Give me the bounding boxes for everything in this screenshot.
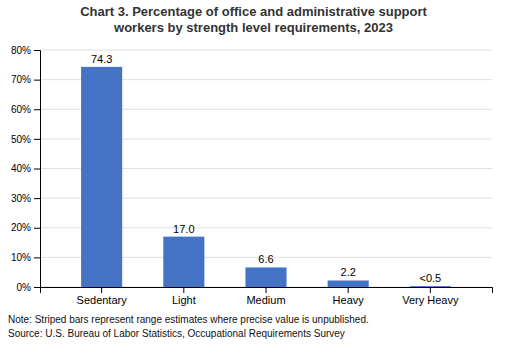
x-tick-label: Very Heavy xyxy=(402,294,459,306)
y-tick: 40% xyxy=(11,163,40,174)
annotation: Source: U.S. Bureau of Labor Statistics,… xyxy=(8,328,345,339)
x-tick-label: Light xyxy=(172,294,196,306)
data-label: 2.2 xyxy=(341,266,356,278)
x-tick: Light xyxy=(172,287,196,306)
y-tick-mark xyxy=(34,169,40,170)
y-tick-mark xyxy=(34,228,40,229)
y-tick-label: 0% xyxy=(17,282,32,293)
y-tick: 30% xyxy=(11,193,40,204)
annotations: Note: Striped bars represent range estim… xyxy=(8,314,369,339)
data-label: <0.5 xyxy=(420,272,442,284)
bar xyxy=(245,267,286,287)
y-axis: 0% 10% 20% 30% 40% 50% 60% 70% 80% xyxy=(11,45,41,293)
y-tick-label: 80% xyxy=(11,45,31,56)
y-tick-label: 30% xyxy=(11,193,31,204)
bar xyxy=(81,67,122,287)
x-axis-line xyxy=(41,288,493,294)
x-tick-label: Heavy xyxy=(333,294,365,306)
y-tick: 50% xyxy=(11,134,40,145)
x-tick: Heavy xyxy=(333,287,365,306)
y-tick-label: 50% xyxy=(11,134,31,145)
x-tick-label: Medium xyxy=(246,294,285,306)
title-line: workers by strength level requirements, … xyxy=(113,20,393,35)
data-label: 74.3 xyxy=(91,53,112,65)
x-tick-mark xyxy=(266,287,267,293)
x-axis: Sedentary Light Medium Heavy Very Heavy xyxy=(41,287,493,306)
y-tick: 70% xyxy=(11,74,40,85)
y-tick-label: 60% xyxy=(11,104,31,115)
y-tick: 20% xyxy=(11,222,40,233)
y-tick: 10% xyxy=(11,252,40,263)
y-tick: 60% xyxy=(11,104,40,115)
grid-line xyxy=(40,50,492,51)
y-tick: 80% xyxy=(11,45,40,56)
grid xyxy=(40,50,492,287)
y-tick-label: 10% xyxy=(11,252,31,263)
y-tick-mark xyxy=(34,287,40,288)
y-tick-mark xyxy=(34,50,40,51)
chart: Chart 3. Percentage of office and admini… xyxy=(0,0,507,345)
annotation: Note: Striped bars represent range estim… xyxy=(8,314,369,325)
x-tick-mark xyxy=(101,287,102,293)
bar xyxy=(410,286,451,287)
y-tick-label: 70% xyxy=(11,74,31,85)
y-tick-mark xyxy=(34,139,40,140)
x-tick-mark xyxy=(183,287,184,293)
y-tick: 0% xyxy=(17,282,40,293)
y-tick-mark xyxy=(34,109,40,110)
data-label: 17.0 xyxy=(173,223,194,235)
bar xyxy=(163,237,204,287)
data-labels: 74.3 17.0 6.6 2.2 <0.5 xyxy=(91,53,441,284)
title-line: Chart 3. Percentage of office and admini… xyxy=(80,4,427,19)
y-tick-label: 40% xyxy=(11,163,31,174)
x-tick-mark xyxy=(348,287,349,293)
bar xyxy=(328,280,369,287)
bars xyxy=(81,67,451,287)
title: Chart 3. Percentage of office and admini… xyxy=(80,4,427,35)
x-tick-label: Sedentary xyxy=(77,294,128,306)
x-tick: Very Heavy xyxy=(402,287,459,306)
y-tick-label: 20% xyxy=(11,222,31,233)
x-tick: Sedentary xyxy=(77,287,128,306)
x-tick-mark xyxy=(430,287,431,293)
y-tick-mark xyxy=(34,257,40,258)
y-tick-mark xyxy=(34,198,40,199)
data-label: 6.6 xyxy=(258,253,273,265)
plot: 74.3 17.0 6.6 2.2 <0.5 Sedentary Light Medium He… xyxy=(11,45,493,306)
y-axis-line xyxy=(34,51,41,288)
x-tick: Medium xyxy=(246,287,285,306)
y-tick-mark xyxy=(34,80,40,81)
